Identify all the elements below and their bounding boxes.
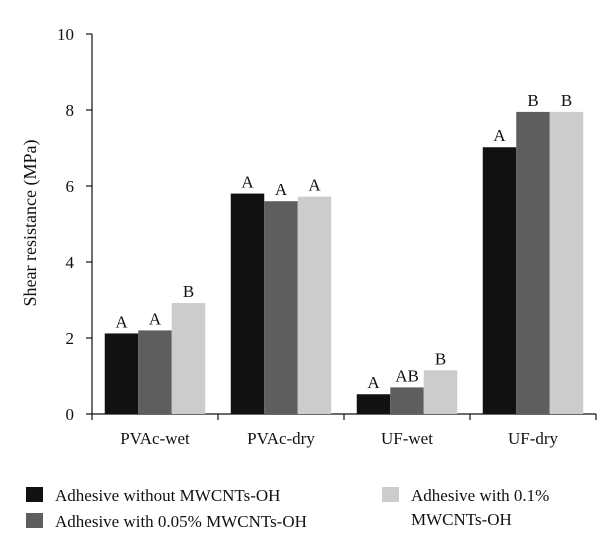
bar bbox=[356, 394, 391, 414]
legend-swatch-without bbox=[26, 487, 43, 502]
bar-data-label: A bbox=[493, 126, 506, 145]
bar bbox=[264, 201, 298, 414]
x-axis: PVAc-wet PVAc-dry UF-wet UF-dry bbox=[91, 413, 597, 448]
bar-data-label: B bbox=[435, 349, 446, 368]
x-tick-label: UF-dry bbox=[508, 429, 559, 448]
legend-label-without: Adhesive without MWCNTs-OH bbox=[55, 486, 281, 505]
legend-swatch-005 bbox=[26, 513, 43, 528]
bar bbox=[549, 111, 584, 415]
legend-label-01: Adhesive with 0.1% MWCNTs-OH bbox=[411, 486, 550, 529]
bar bbox=[516, 111, 550, 415]
legend-item-01: Adhesive with 0.1% MWCNTs-OH bbox=[382, 484, 581, 532]
bar-data-label: B bbox=[561, 91, 572, 110]
y-tick-label: 10 bbox=[57, 25, 74, 44]
bar bbox=[230, 193, 265, 414]
bar-data-label: A bbox=[241, 173, 254, 192]
y-tick-label: 6 bbox=[66, 177, 75, 196]
bars-group bbox=[104, 111, 584, 415]
bar-data-label: AB bbox=[395, 366, 419, 385]
y-tick-label: 8 bbox=[66, 101, 75, 120]
bar bbox=[482, 147, 517, 415]
y-axis: 0 2 4 6 8 10 bbox=[57, 25, 93, 424]
bar bbox=[104, 333, 139, 414]
bar bbox=[423, 370, 458, 414]
legend-label-005: Adhesive with 0.05% MWCNTs-OH bbox=[55, 512, 307, 531]
x-tick-label: PVAc-wet bbox=[120, 429, 190, 448]
y-tick-label: 0 bbox=[66, 405, 75, 424]
legend-swatch-01 bbox=[382, 487, 399, 502]
bar-data-label: B bbox=[527, 91, 538, 110]
y-tick-label: 2 bbox=[66, 329, 75, 348]
bar bbox=[138, 330, 172, 414]
bar-data-label: A bbox=[149, 309, 162, 328]
bar-data-label: A bbox=[367, 373, 380, 392]
x-tick-label: UF-wet bbox=[381, 429, 433, 448]
bar bbox=[297, 196, 332, 414]
bar bbox=[390, 387, 424, 414]
bar-data-label: B bbox=[183, 282, 194, 301]
y-tick-label: 4 bbox=[66, 253, 75, 272]
bar-data-label: A bbox=[275, 180, 288, 199]
legend-item-005: Adhesive with 0.05% MWCNTs-OH bbox=[26, 510, 307, 534]
legend-item-without: Adhesive without MWCNTs-OH bbox=[26, 484, 280, 508]
bar-data-label: A bbox=[115, 312, 128, 331]
y-axis-label: Shear resistance (MPa) bbox=[20, 140, 41, 307]
x-tick-label: PVAc-dry bbox=[247, 429, 315, 448]
bar-data-label: A bbox=[308, 176, 321, 195]
bar bbox=[171, 303, 206, 414]
